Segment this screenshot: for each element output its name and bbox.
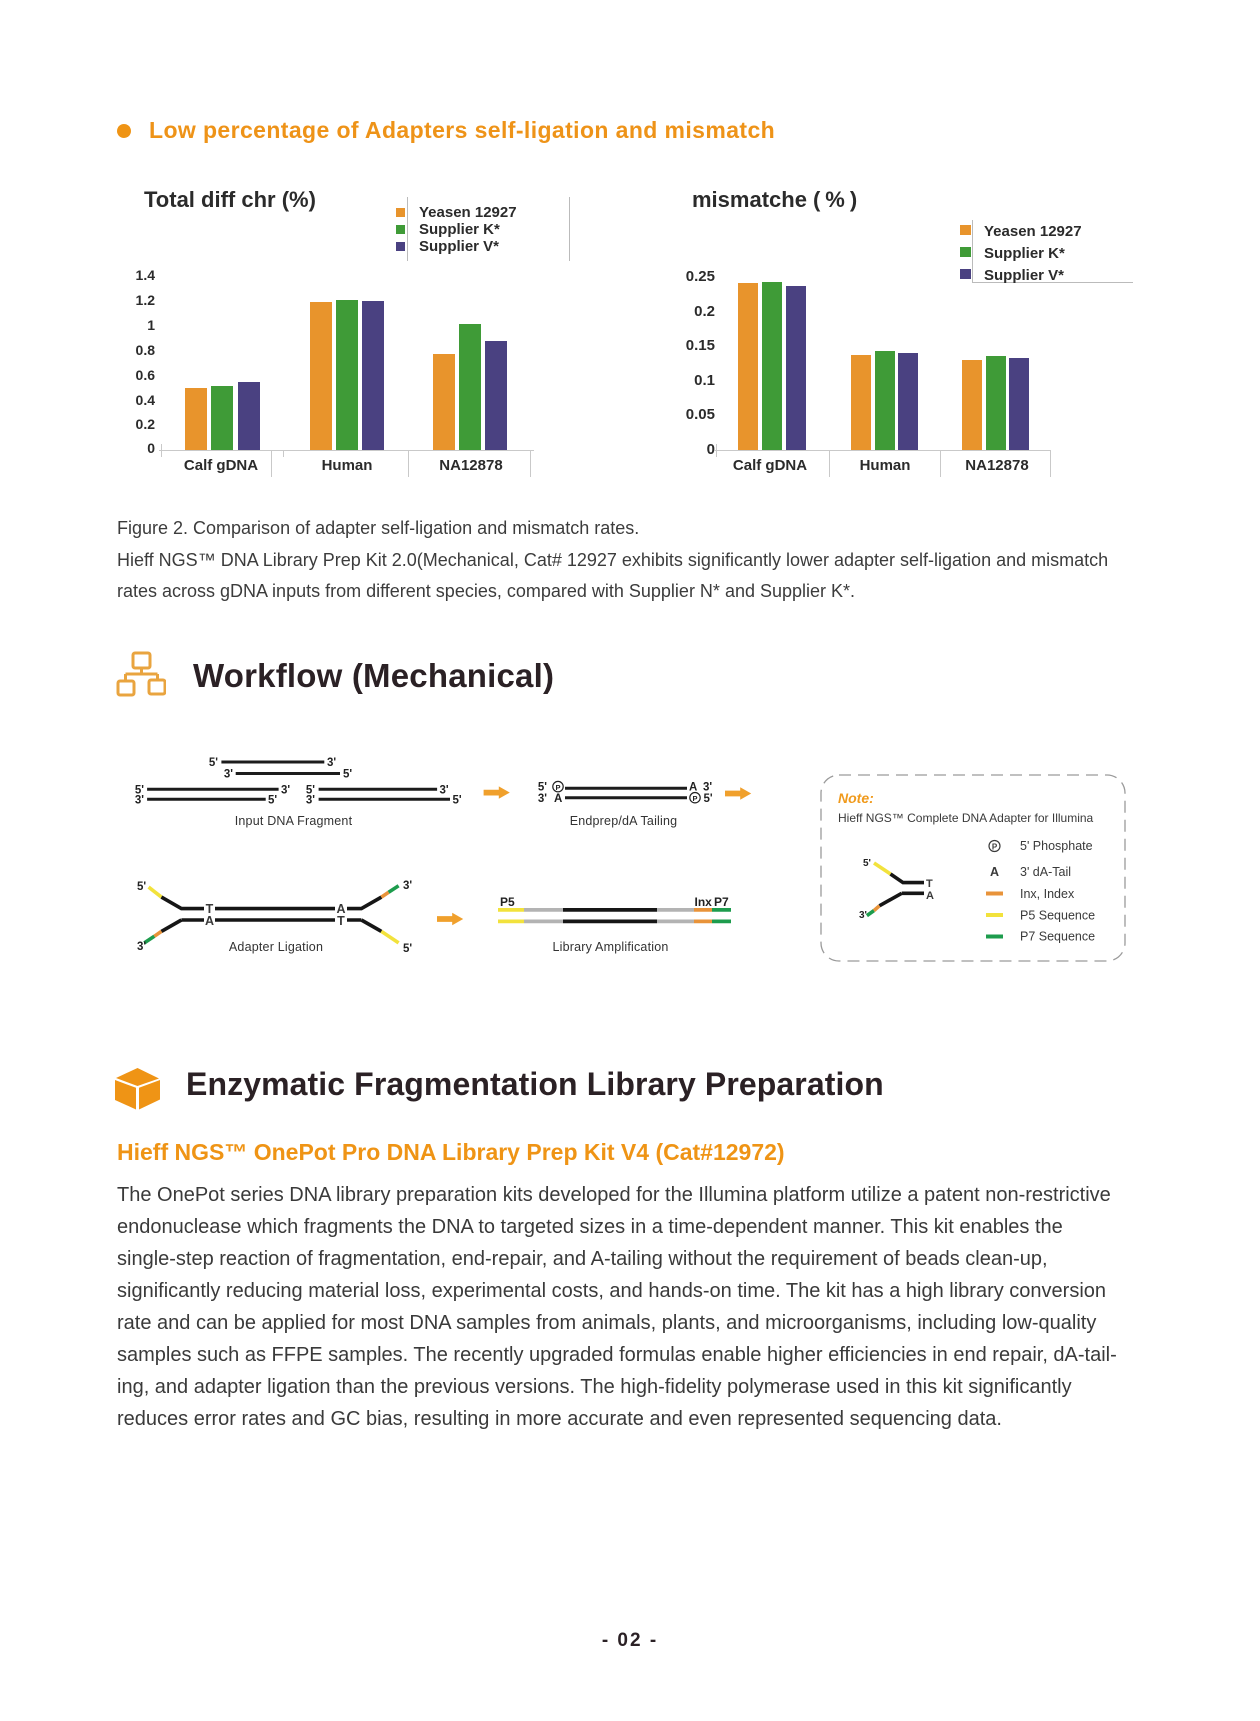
svg-text:3': 3' — [137, 941, 146, 953]
svg-text:3': 3' — [440, 784, 449, 796]
svg-text:Adapter Ligation: Adapter Ligation — [229, 940, 323, 954]
svg-text:Hieff NGS™ Complete DNA Adapt: Hieff NGS™ Complete DNA Adapter for Illu… — [838, 811, 1094, 825]
svg-text:5': 5' — [343, 769, 352, 781]
svg-text:P7 Sequence: P7 Sequence — [1020, 930, 1095, 944]
svg-text:P: P — [692, 794, 697, 803]
svg-text:A: A — [554, 793, 562, 805]
svg-text:A: A — [926, 890, 934, 902]
svg-text:P: P — [992, 843, 998, 852]
svg-text:Inx, Index: Inx, Index — [1020, 887, 1075, 901]
svg-text:T: T — [926, 878, 933, 890]
svg-text:5': 5' — [268, 794, 277, 806]
svg-text:5': 5' — [137, 881, 146, 893]
svg-text:Endprep/dA Tailing: Endprep/dA Tailing — [570, 814, 678, 828]
svg-text:Note:: Note: — [838, 790, 874, 806]
svg-text:3': 3' — [403, 880, 412, 892]
svg-text:P7: P7 — [714, 895, 729, 909]
svg-text:P5 Sequence: P5 Sequence — [1020, 909, 1095, 923]
svg-text:A: A — [990, 865, 999, 879]
svg-text:5': 5' — [209, 757, 218, 769]
svg-text:A: A — [205, 914, 214, 928]
svg-text:5': 5' — [704, 793, 713, 805]
svg-text:3': 3' — [306, 794, 315, 806]
svg-text:Library Amplification: Library Amplification — [552, 940, 668, 954]
svg-text:3': 3' — [135, 794, 144, 806]
svg-text:5': 5' — [538, 782, 547, 794]
svg-text:3' dA-Tail: 3' dA-Tail — [1020, 865, 1071, 879]
svg-text:5': 5' — [403, 943, 412, 955]
svg-text:3': 3' — [703, 782, 712, 794]
svg-text:5': 5' — [863, 858, 871, 869]
svg-text:Input DNA Fragment: Input DNA Fragment — [235, 814, 353, 828]
svg-text:3': 3' — [224, 769, 233, 781]
svg-text:3': 3' — [281, 784, 290, 796]
svg-text:5': 5' — [453, 794, 462, 806]
svg-text:T: T — [337, 914, 345, 928]
svg-text:3': 3' — [859, 910, 867, 921]
svg-text:5': 5' — [135, 784, 144, 796]
svg-text:3': 3' — [327, 757, 336, 769]
svg-text:3': 3' — [538, 793, 547, 805]
svg-text:5': 5' — [306, 784, 315, 796]
svg-text:Inx: Inx — [695, 895, 713, 909]
svg-text:T: T — [206, 902, 214, 916]
svg-text:P5: P5 — [500, 895, 515, 909]
svg-text:A: A — [336, 902, 345, 916]
svg-text:P: P — [555, 783, 560, 792]
svg-text:A: A — [689, 782, 697, 794]
svg-text:5' Phosphate: 5' Phosphate — [1020, 839, 1093, 853]
